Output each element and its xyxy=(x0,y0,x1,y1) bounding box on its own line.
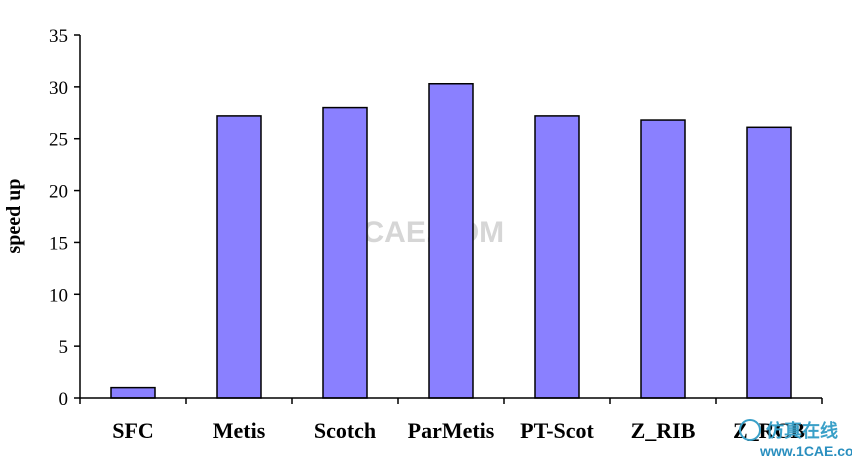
y-tick-label: 15 xyxy=(49,233,68,254)
y-axis-title: speed up xyxy=(3,178,25,253)
x-category-label: Metis xyxy=(213,418,266,443)
watermark-text: 1CAE.COM xyxy=(346,216,504,249)
x-category-label: PT-Scot xyxy=(520,418,594,443)
bar-sfc xyxy=(110,386,156,399)
bar-z-rib xyxy=(640,119,686,399)
y-tick-label: 10 xyxy=(49,285,68,306)
bar-pt-scot xyxy=(534,115,580,399)
logo-text: 仿真在线 xyxy=(766,420,838,442)
bars-group xyxy=(110,82,792,399)
y-tick-label: 35 xyxy=(49,26,68,47)
logo-url: www.1CAE.com xyxy=(759,443,852,459)
bar-parmetis xyxy=(428,82,474,399)
site-logo: 仿真在线 www.1CAE.com xyxy=(739,419,852,459)
y-tick-label: 5 xyxy=(59,337,69,358)
bar-metis xyxy=(216,115,262,399)
y-tick-label: 20 xyxy=(49,182,68,203)
logo-icon xyxy=(739,419,761,441)
y-tick-label: 30 xyxy=(49,78,68,99)
x-category-label: ParMetis xyxy=(408,418,495,443)
x-category-label: Scotch xyxy=(314,418,376,443)
x-category-label: Z_RIB xyxy=(631,418,696,443)
bar-z-rcb xyxy=(746,126,792,399)
y-tick-label: 25 xyxy=(49,130,68,151)
x-category-label: SFC xyxy=(112,418,154,443)
bar-scotch xyxy=(322,106,368,399)
watermark: 1CAE.COM xyxy=(346,216,504,249)
y-tick-label: 0 xyxy=(59,389,69,410)
